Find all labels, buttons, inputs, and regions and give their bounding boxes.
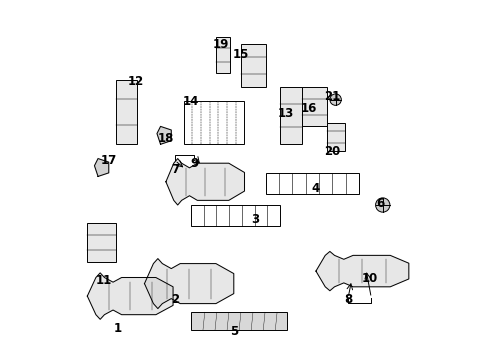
Polygon shape [315, 251, 408, 291]
Text: 4: 4 [311, 183, 320, 195]
Bar [301, 87, 326, 126]
Text: 19: 19 [213, 38, 229, 51]
Circle shape [375, 198, 389, 212]
Bar [116, 80, 137, 144]
Circle shape [329, 94, 341, 105]
Text: 20: 20 [323, 145, 340, 158]
Bar [87, 223, 116, 262]
Text: 14: 14 [183, 95, 199, 108]
Text: 5: 5 [229, 325, 238, 338]
Text: 15: 15 [232, 49, 248, 62]
Polygon shape [157, 126, 171, 144]
Text: 10: 10 [361, 272, 377, 285]
Text: 12: 12 [127, 75, 143, 88]
Polygon shape [87, 273, 173, 319]
Polygon shape [94, 158, 108, 176]
Text: 13: 13 [277, 107, 293, 120]
Bar [280, 87, 301, 144]
Bar [216, 37, 230, 73]
Bar [190, 205, 280, 226]
Bar [326, 123, 344, 152]
Text: 21: 21 [323, 90, 340, 103]
Bar [183, 102, 244, 144]
Text: 17: 17 [101, 154, 117, 167]
Text: 6: 6 [375, 197, 384, 210]
Text: 11: 11 [95, 274, 111, 287]
Text: 7: 7 [170, 163, 179, 176]
Text: 2: 2 [170, 293, 179, 306]
Text: 16: 16 [300, 102, 316, 115]
Bar [241, 44, 265, 87]
Polygon shape [165, 158, 244, 205]
Bar [190, 312, 287, 330]
Text: 18: 18 [158, 132, 174, 145]
Text: 9: 9 [190, 157, 198, 170]
Bar [265, 173, 358, 194]
Text: 3: 3 [251, 213, 259, 226]
Text: 8: 8 [343, 293, 351, 306]
Polygon shape [144, 258, 233, 309]
Text: 1: 1 [113, 322, 122, 335]
